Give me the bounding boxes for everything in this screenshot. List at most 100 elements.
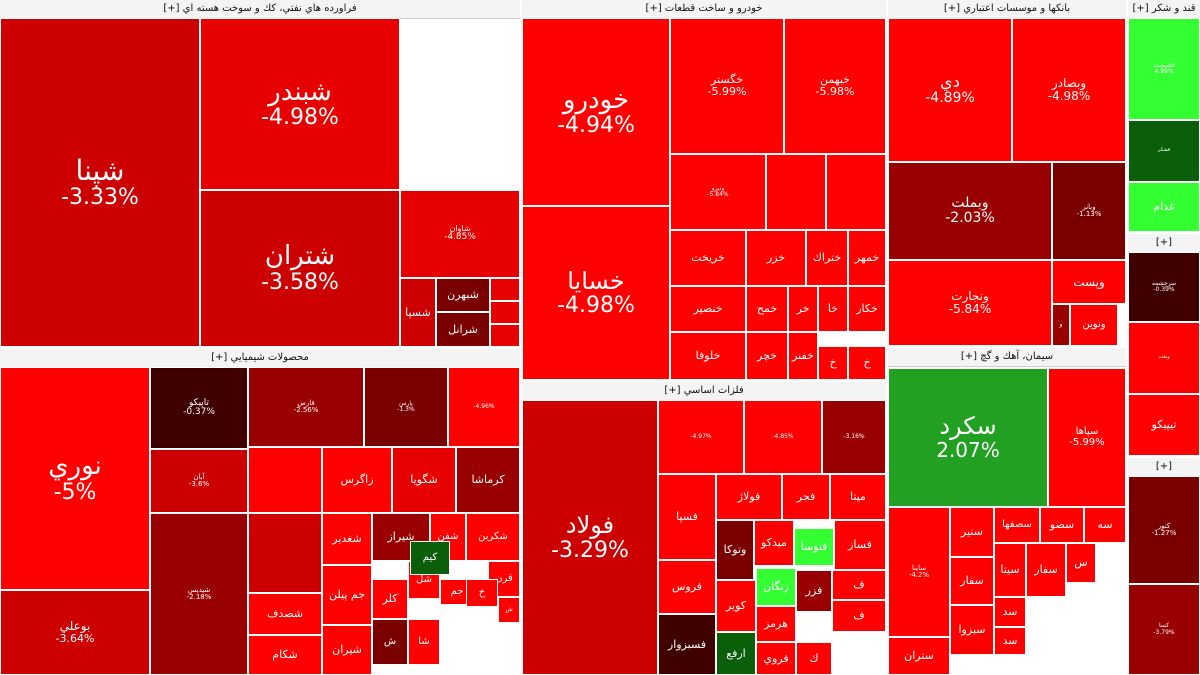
treemap-tile[interactable]: شبندر -4.98%	[200, 18, 400, 190]
sector-title[interactable]: [+]	[1128, 458, 1200, 477]
treemap-tile[interactable]: خا	[818, 286, 848, 332]
treemap-tile[interactable]: خچر	[746, 332, 788, 380]
treemap-tile[interactable]: فجر	[782, 474, 830, 520]
sector-title[interactable]: خودرو و ساخت قطعات [+]	[522, 0, 886, 19]
treemap-tile[interactable]: قشكر	[1128, 120, 1200, 182]
treemap-tile[interactable]: -4.97%	[658, 400, 744, 474]
treemap-tile[interactable]	[490, 301, 520, 324]
treemap-tile[interactable]: خبهمن -5.98%	[784, 18, 886, 154]
treemap-tile[interactable]: ش	[372, 619, 408, 665]
sector-title[interactable]: [+]	[1128, 234, 1200, 253]
treemap-tile[interactable]: ونوين	[1070, 304, 1118, 346]
treemap-tile[interactable]: وبانر -1.13%	[1052, 162, 1126, 260]
treemap-tile[interactable]: -4.96%	[448, 367, 520, 447]
treemap-tile[interactable]: فسبزوار	[658, 614, 716, 675]
treemap-tile[interactable]: سصو	[1040, 507, 1084, 543]
treemap-tile[interactable]: سفار	[950, 557, 994, 605]
treemap-tile[interactable]: ختراك	[806, 230, 848, 286]
sector-title[interactable]: سيمان، آهك و گچ [+]	[888, 348, 1126, 367]
treemap-tile[interactable]: خمهر	[848, 230, 886, 286]
treemap-tile[interactable]: خنصير	[670, 286, 746, 332]
treemap-tile[interactable]: شتران -3.58%	[200, 190, 400, 347]
treemap-tile[interactable]: خمح	[746, 286, 788, 332]
treemap-tile[interactable]: كسا -3.79%	[1128, 584, 1200, 675]
treemap-tile[interactable]: ونيرو -5.84%	[670, 154, 766, 230]
treemap-tile[interactable]: خ	[466, 579, 498, 607]
treemap-tile[interactable]: شسپا	[400, 278, 436, 347]
treemap-tile[interactable]: ميتا	[830, 474, 886, 520]
treemap-tile[interactable]: ف	[832, 600, 886, 632]
treemap-tile[interactable]: خكار	[848, 286, 886, 332]
treemap-tile[interactable]: سيتا	[994, 543, 1026, 597]
treemap-tile[interactable]	[248, 513, 322, 593]
treemap-tile[interactable]: فولاد -3.29%	[522, 400, 658, 675]
treemap-tile[interactable]	[826, 154, 886, 230]
treemap-tile[interactable]: سفار	[1026, 543, 1066, 597]
treemap-tile[interactable]: سنير	[950, 507, 994, 557]
treemap-tile[interactable]: شپديس -2.18%	[150, 513, 248, 675]
treemap-tile[interactable]	[490, 278, 520, 301]
treemap-tile[interactable]: فساز	[834, 520, 886, 570]
treemap-tile[interactable]: سه	[1084, 507, 1126, 543]
treemap-tile[interactable]	[766, 154, 826, 230]
sector-title[interactable]: بانكها و موسسات اعتباري [+]	[888, 0, 1126, 19]
treemap-tile[interactable]: -3.16%	[822, 400, 886, 474]
treemap-tile[interactable]: وبملت -2.03%	[888, 162, 1052, 260]
treemap-tile[interactable]: ستران	[888, 637, 950, 675]
treemap-tile[interactable]: بوعلي -3.64%	[0, 590, 150, 675]
treemap-tile[interactable]: س	[1066, 543, 1096, 583]
treemap-tile[interactable]: تيپيكو	[1128, 394, 1200, 456]
treemap-tile[interactable]	[248, 447, 322, 513]
sector-title[interactable]: فراورده هاي نفتي، كك و سوخت هسته اي [+]	[0, 0, 520, 19]
treemap-tile[interactable]: ارفع	[716, 632, 756, 675]
treemap-tile[interactable]: خ	[818, 346, 848, 380]
treemap-tile[interactable]: نوري -5%	[0, 367, 150, 590]
treemap-tile[interactable]: ميدكو	[754, 520, 794, 566]
treemap-tile[interactable]: كلر	[372, 579, 408, 619]
treemap-tile[interactable]: شغدير	[322, 513, 372, 565]
treemap-tile[interactable]: خر	[788, 286, 818, 332]
treemap-tile[interactable]: جم پيلن	[322, 565, 372, 625]
sector-title[interactable]: فلزات اساسي [+]	[522, 382, 886, 401]
treemap-tile[interactable]: شصدف	[248, 593, 322, 635]
treemap-tile[interactable]: شبهرن	[436, 278, 490, 312]
treemap-tile[interactable]: وبصادر -4.98%	[1012, 18, 1126, 162]
treemap-tile[interactable]: فزر	[796, 570, 832, 612]
treemap-tile[interactable]: ش	[498, 597, 520, 623]
sector-title[interactable]: قند و شكر [+]	[1128, 0, 1200, 19]
treemap-tile[interactable]: ك	[796, 642, 832, 675]
treemap-tile[interactable]: فروس	[658, 560, 716, 614]
treemap-tile[interactable]: شيران	[322, 625, 372, 675]
treemap-tile[interactable]: كنور -1.27%	[1128, 476, 1200, 584]
treemap-tile[interactable]	[490, 324, 520, 347]
treemap-tile[interactable]: سد	[994, 597, 1026, 627]
treemap-tile[interactable]: زاگرس	[322, 447, 392, 513]
treemap-tile[interactable]: فسپا	[658, 474, 716, 560]
sector-title[interactable]: محصولات شيميايي [+]	[0, 349, 520, 368]
treemap-tile[interactable]: شرانل	[436, 312, 490, 347]
treemap-tile[interactable]: سرچشمه -0.39%	[1128, 252, 1200, 322]
treemap-tile[interactable]: سبزوا	[950, 605, 994, 655]
treemap-tile[interactable]: فارس -2.56%	[248, 367, 364, 447]
treemap-tile[interactable]: پارس -1.3%	[364, 367, 448, 447]
treemap-tile[interactable]: شاوان -4.85%	[400, 190, 520, 278]
treemap-tile[interactable]: سصفها	[994, 507, 1040, 543]
treemap-tile[interactable]: ونجارت -5.84%	[888, 260, 1052, 346]
treemap-tile[interactable]: سد	[994, 627, 1026, 655]
treemap-tile[interactable]: سپاها -5.99%	[1048, 368, 1126, 507]
treemap-tile[interactable]: فتوسا	[794, 528, 834, 566]
treemap-tile[interactable]: ف	[832, 570, 886, 600]
treemap-tile[interactable]: آبان -3.6%	[150, 449, 248, 513]
treemap-tile[interactable]: شكام	[248, 635, 322, 675]
treemap-tile[interactable]: شگويا	[392, 447, 456, 513]
treemap-tile[interactable]: خ	[848, 346, 886, 380]
treemap-tile[interactable]: سكرد 2.07%	[888, 368, 1048, 507]
treemap-tile[interactable]: خريخت	[670, 230, 746, 286]
treemap-tile[interactable]: خودرو -4.94%	[522, 18, 670, 206]
treemap-tile[interactable]: غدام	[1128, 182, 1200, 232]
treemap-tile[interactable]: كوير	[716, 580, 756, 632]
treemap-tile[interactable]: خسايا -4.98%	[522, 206, 670, 380]
treemap-tile[interactable]: هرمز	[756, 606, 796, 642]
treemap-tile[interactable]: و	[1052, 304, 1070, 346]
treemap-tile[interactable]: تاپيكو -0.37%	[150, 367, 248, 449]
